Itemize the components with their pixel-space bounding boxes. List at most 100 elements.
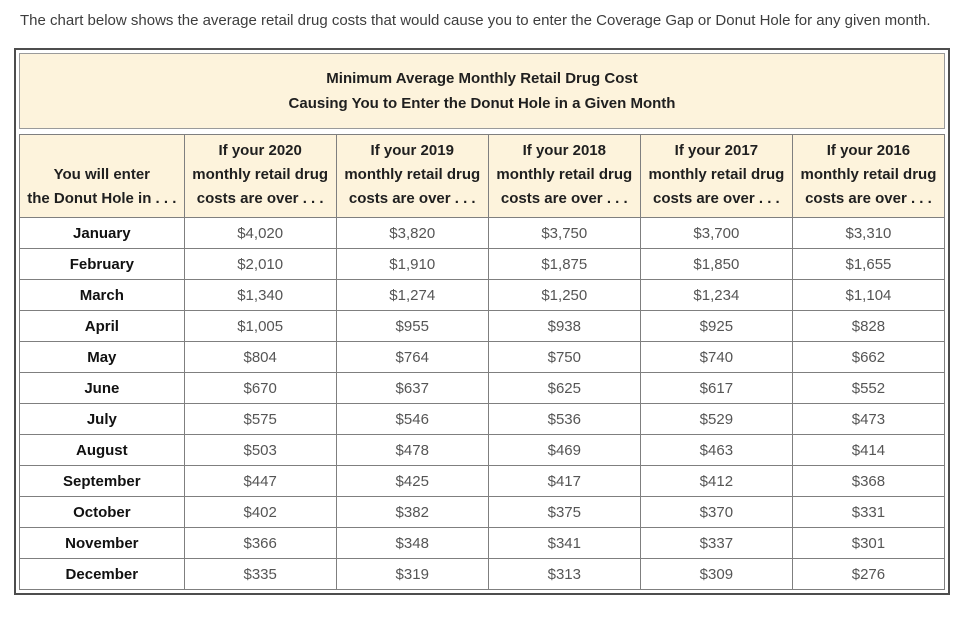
value-cell: $331 bbox=[791, 496, 946, 528]
header-line: You will enter bbox=[53, 166, 151, 183]
value-cell: $503 bbox=[183, 434, 337, 466]
table-row: March $1,340 $1,274 $1,250 $1,234 $1,104 bbox=[19, 279, 946, 311]
col-header-2020: If your 2020 monthly retail drug costs are… bbox=[183, 134, 337, 218]
value-cell: $925 bbox=[639, 310, 793, 342]
value-cell: $382 bbox=[335, 496, 489, 528]
month-cell: August bbox=[19, 434, 185, 466]
value-cell: $463 bbox=[639, 434, 793, 466]
value-cell: $335 bbox=[183, 558, 337, 590]
value-cell: $412 bbox=[639, 465, 793, 497]
value-cell: $3,700 bbox=[639, 217, 793, 249]
value-cell: $1,910 bbox=[335, 248, 489, 280]
month-cell: September bbox=[19, 465, 185, 497]
value-cell: $341 bbox=[487, 527, 641, 559]
value-cell: $478 bbox=[335, 434, 489, 466]
value-cell: $662 bbox=[791, 341, 946, 373]
value-cell: $1,104 bbox=[791, 279, 946, 311]
value-cell: $1,875 bbox=[487, 248, 641, 280]
table-row: November $366 $348 $341 $337 $301 bbox=[19, 527, 946, 559]
table-row: May $804 $764 $750 $740 $662 bbox=[19, 341, 946, 373]
value-cell: $276 bbox=[791, 558, 946, 590]
value-cell: $414 bbox=[791, 434, 946, 466]
value-cell: $313 bbox=[487, 558, 641, 590]
table-row: July $575 $546 $536 $529 $473 bbox=[19, 403, 946, 435]
table-row: January $4,020 $3,820 $3,750 $3,700 $3,310 bbox=[19, 217, 946, 249]
value-cell: $552 bbox=[791, 372, 946, 404]
value-cell: $804 bbox=[183, 341, 337, 373]
month-cell: June bbox=[19, 372, 185, 404]
value-cell: $3,310 bbox=[791, 217, 946, 249]
header-line: costs are over . . . bbox=[348, 190, 476, 207]
value-cell: $536 bbox=[487, 403, 641, 435]
value-cell: $575 bbox=[183, 403, 337, 435]
header-row: You will enter the Donut Hole in . . . If … bbox=[19, 134, 946, 218]
value-cell: $670 bbox=[183, 372, 337, 404]
table-row: April $1,005 $955 $938 $925 $828 bbox=[19, 310, 946, 342]
table-title: Minimum Average Monthly Retail Drug Cost… bbox=[19, 53, 945, 129]
col-header-2019: If your 2019 monthly retail drug costs are… bbox=[335, 134, 489, 218]
header-line: If your 2020 bbox=[218, 142, 302, 159]
value-cell: $3,820 bbox=[335, 217, 489, 249]
table-row: June $670 $637 $625 $617 $552 bbox=[19, 372, 946, 404]
col-header-month: You will enter the Donut Hole in . . . bbox=[19, 134, 185, 218]
table-row: December $335 $319 $313 $309 $276 bbox=[19, 558, 946, 590]
value-cell: $1,850 bbox=[639, 248, 793, 280]
table-row: October $402 $382 $375 $370 $331 bbox=[19, 496, 946, 528]
header-line: monthly retail drug bbox=[800, 166, 937, 183]
value-cell: $2,010 bbox=[183, 248, 337, 280]
value-cell: $637 bbox=[335, 372, 489, 404]
table-row: February $2,010 $1,910 $1,875 $1,850 $1,655 bbox=[19, 248, 946, 280]
value-cell: $348 bbox=[335, 527, 489, 559]
value-cell: $955 bbox=[335, 310, 489, 342]
header-line: If your 2018 bbox=[522, 142, 606, 159]
value-cell: $764 bbox=[335, 341, 489, 373]
value-cell: $546 bbox=[335, 403, 489, 435]
value-cell: $366 bbox=[183, 527, 337, 559]
month-cell: October bbox=[19, 496, 185, 528]
cost-table: You will enter the Donut Hole in . . . If … bbox=[19, 134, 946, 590]
month-cell: December bbox=[19, 558, 185, 590]
month-cell: February bbox=[19, 248, 185, 280]
value-cell: $1,655 bbox=[791, 248, 946, 280]
value-cell: $425 bbox=[335, 465, 489, 497]
month-cell: January bbox=[19, 217, 185, 249]
cost-table-body: January $4,020 $3,820 $3,750 $3,700 $3,310 Feb… bbox=[19, 217, 946, 590]
value-cell: $473 bbox=[791, 403, 946, 435]
month-cell: March bbox=[19, 279, 185, 311]
col-header-2018: If your 2018 monthly retail drug costs are… bbox=[487, 134, 641, 218]
value-cell: $375 bbox=[487, 496, 641, 528]
donut-hole-table-panel: Minimum Average Monthly Retail Drug Cost… bbox=[14, 48, 950, 595]
table-title-line1: Minimum Average Monthly Retail Drug Cost bbox=[326, 70, 638, 87]
value-cell: $617 bbox=[639, 372, 793, 404]
value-cell: $447 bbox=[183, 465, 337, 497]
header-line: costs are over . . . bbox=[805, 190, 932, 207]
col-header-2017: If your 2017 monthly retail drug costs are… bbox=[639, 134, 793, 218]
value-cell: $1,005 bbox=[183, 310, 337, 342]
value-cell: $625 bbox=[487, 372, 641, 404]
intro-text: The chart below shows the average retail… bbox=[20, 12, 931, 29]
value-cell: $529 bbox=[639, 403, 793, 435]
header-line: costs are over . . . bbox=[500, 190, 628, 207]
month-cell: April bbox=[19, 310, 185, 342]
value-cell: $1,274 bbox=[335, 279, 489, 311]
header-line: If your 2016 bbox=[826, 142, 911, 159]
col-header-2016: If your 2016 monthly retail drug costs are… bbox=[791, 134, 946, 218]
value-cell: $402 bbox=[183, 496, 337, 528]
cost-table-head: You will enter the Donut Hole in . . . If … bbox=[19, 134, 946, 218]
month-cell: July bbox=[19, 403, 185, 435]
value-cell: $3,750 bbox=[487, 217, 641, 249]
value-cell: $1,250 bbox=[487, 279, 641, 311]
value-cell: $740 bbox=[639, 341, 793, 373]
header-line: the Donut Hole in . . . bbox=[27, 190, 177, 207]
value-cell: $368 bbox=[791, 465, 946, 497]
value-cell: $370 bbox=[639, 496, 793, 528]
value-cell: $828 bbox=[791, 310, 946, 342]
header-line: monthly retail drug bbox=[192, 166, 329, 183]
month-cell: November bbox=[19, 527, 185, 559]
header-line: costs are over . . . bbox=[652, 190, 780, 207]
table-title-line2: Causing You to Enter the Donut Hole in a… bbox=[288, 95, 676, 112]
value-cell: $1,234 bbox=[639, 279, 793, 311]
value-cell: $301 bbox=[791, 527, 946, 559]
table-row: August $503 $478 $469 $463 $414 bbox=[19, 434, 946, 466]
